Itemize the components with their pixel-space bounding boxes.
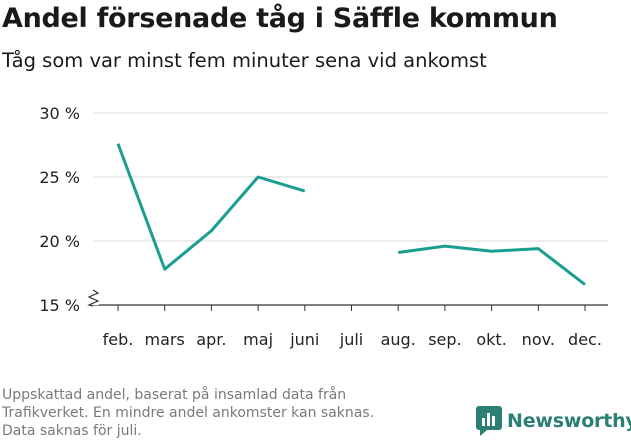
y-tick-label: 20 % xyxy=(39,232,80,251)
x-tick-label: aug. xyxy=(381,330,416,349)
axis-break-mask xyxy=(87,289,99,305)
footnote: Uppskattad andel, baserat på insamlad da… xyxy=(2,386,442,440)
footnote-line: Trafikverket. En mindre andel ankomster … xyxy=(2,405,375,421)
chart-title: Andel försenade tåg i Säffle kommun xyxy=(2,3,558,34)
footnote-line: Data saknas för juli. xyxy=(2,423,142,439)
newsworthy-logo: Newsworthy xyxy=(476,405,631,437)
x-tick-label: nov. xyxy=(522,330,555,349)
series-line xyxy=(116,143,306,271)
x-tick-label: mars xyxy=(145,330,185,349)
x-tick-label: juni xyxy=(289,330,319,349)
y-tick-label: 30 % xyxy=(39,104,80,123)
footnote-line: Uppskattad andel, baserat på insamlad da… xyxy=(2,387,347,403)
line-chart: 15 % 20 % 25 % 30 % feb. mars apr. maj juni juli a… xyxy=(39,104,608,349)
bar-chart-logo-icon xyxy=(476,406,502,436)
series-line xyxy=(397,244,586,286)
x-tick-label: maj xyxy=(243,330,273,349)
y-tick-label: 15 % xyxy=(39,296,80,315)
x-tick-label: juli xyxy=(339,330,363,349)
x-tick-label: dec. xyxy=(568,330,602,349)
chart-subtitle: Tåg som var minst fem minuter sena vid a… xyxy=(2,49,487,72)
axis-break-icon xyxy=(87,289,100,307)
x-tick-label: sep. xyxy=(428,330,461,349)
x-tick-label: feb. xyxy=(103,330,134,349)
y-tick-label: 25 % xyxy=(39,168,80,187)
x-tick-label: apr. xyxy=(196,330,226,349)
brand-name: Newsworthy xyxy=(507,410,631,432)
x-tick-label: okt. xyxy=(476,330,506,349)
